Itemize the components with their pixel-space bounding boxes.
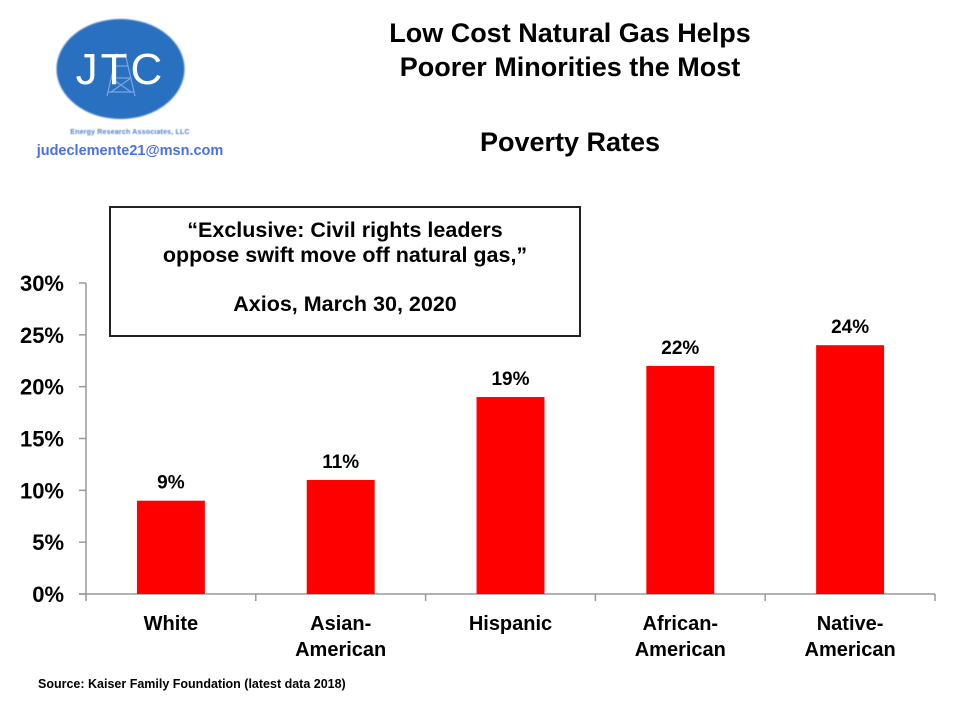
- logo-emblem-icon: JTC: [56, 19, 185, 119]
- category-label: Hispanic: [469, 613, 552, 635]
- data-label: 19%: [491, 369, 529, 390]
- y-tick-label: 20%: [20, 375, 64, 400]
- category-label: American: [805, 639, 896, 661]
- data-label: 22%: [661, 338, 699, 359]
- quote-line-1: “Exclusive: Civil rights leaders: [187, 218, 503, 242]
- source-note: Source: Kaiser Family Foundation (latest…: [38, 677, 346, 691]
- bar: [646, 365, 715, 594]
- quote-line-2: oppose swift move off natural gas,”: [162, 243, 528, 267]
- bar: [476, 397, 545, 594]
- bars: [136, 345, 885, 594]
- category-label: Asian-: [310, 613, 371, 635]
- y-tick-label: 5%: [32, 530, 64, 555]
- category-label: White: [144, 613, 198, 635]
- y-tick-label: 25%: [20, 323, 64, 348]
- y-tick-label: 10%: [20, 478, 64, 503]
- x-axis: [79, 593, 936, 601]
- jtc-logo: JTC: [55, 18, 186, 120]
- category-label: African-: [643, 613, 719, 635]
- data-labels: 9% 11% 19% 22% 24%: [157, 317, 869, 494]
- category-label: American: [295, 639, 386, 661]
- chart-subtitle: Poverty Rates: [479, 127, 661, 157]
- data-label: 9%: [157, 473, 185, 494]
- y-tick-label: 30%: [20, 271, 64, 296]
- bar: [816, 345, 885, 594]
- y-tick-label: 0%: [32, 582, 64, 607]
- quote-box: “Exclusive: Civil rights leaders oppose …: [109, 206, 581, 337]
- title-line-1: Low Cost Natural Gas Helps: [389, 18, 751, 48]
- logo-letters: JTC: [76, 45, 166, 94]
- logo-company-name: Energy Research Associates, LLC: [70, 129, 190, 136]
- data-label: 11%: [322, 452, 359, 473]
- category-label: Native-: [817, 613, 884, 635]
- bar: [306, 479, 375, 594]
- quote-source: Axios, March 30, 2020: [233, 292, 457, 316]
- y-tick-label: 15%: [20, 427, 64, 452]
- category-label: American: [635, 639, 726, 661]
- logo-email: judeclemente21@msn.com: [36, 143, 224, 159]
- y-axis: 0% 5% 10% 15% 20% 25% 30%: [20, 271, 87, 607]
- bar: [136, 500, 205, 594]
- logo-ellipse: [56, 19, 185, 119]
- derrick-icon: [106, 52, 136, 97]
- title-line-2: Poorer Minorities the Most: [399, 52, 741, 82]
- category-labels: White Asian- American Hispanic African- Ameri…: [144, 613, 896, 661]
- data-label: 24%: [831, 317, 869, 338]
